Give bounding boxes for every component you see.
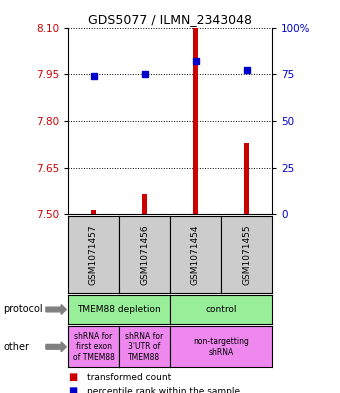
Text: other: other [3,342,29,352]
Text: TMEM88 depletion: TMEM88 depletion [77,305,161,314]
Text: transformed count: transformed count [87,373,171,382]
Bar [244,143,249,214]
Text: non-targetting
shRNA: non-targetting shRNA [193,337,249,356]
Title: GDS5077 / ILMN_2343048: GDS5077 / ILMN_2343048 [88,13,252,26]
Text: shRNA for
3'UTR of
TMEM88: shRNA for 3'UTR of TMEM88 [125,332,164,362]
Bar [142,194,147,214]
Text: GSM1071456: GSM1071456 [140,224,149,285]
Text: control: control [205,305,237,314]
Bar [91,209,96,214]
Text: ■: ■ [68,386,77,393]
Text: shRNA for
first exon
of TMEM88: shRNA for first exon of TMEM88 [72,332,115,362]
Text: GSM1071455: GSM1071455 [242,224,251,285]
Text: percentile rank within the sample: percentile rank within the sample [87,387,240,393]
Text: ■: ■ [68,372,77,382]
Text: protocol: protocol [3,305,43,314]
Text: GSM1071457: GSM1071457 [89,224,98,285]
Text: GSM1071454: GSM1071454 [191,224,200,285]
Bar [193,28,198,214]
